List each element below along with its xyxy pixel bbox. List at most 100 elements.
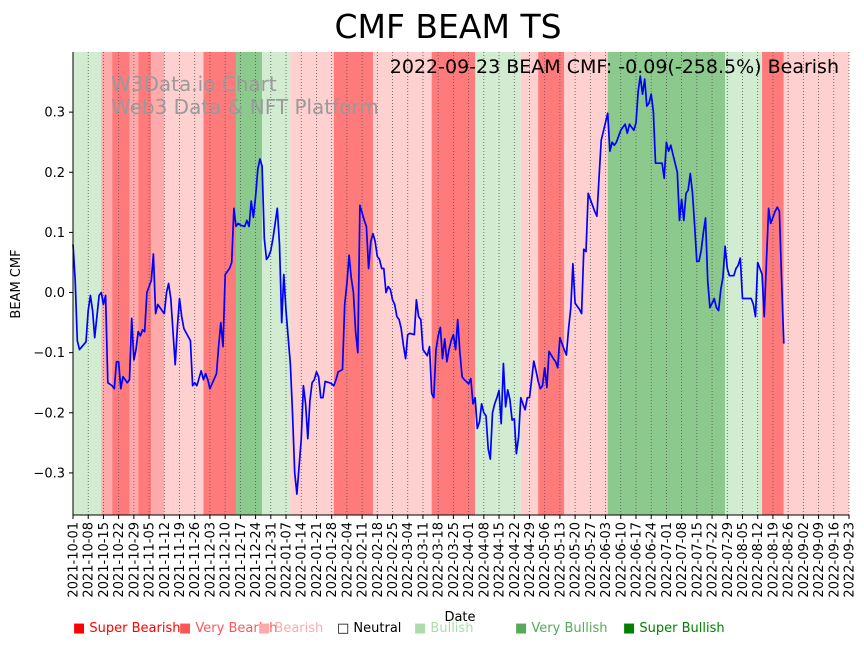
x-tick-label: 2022-06-17 <box>629 522 644 598</box>
x-tick-label: 2022-01-28 <box>325 522 340 598</box>
x-tick-label: 2021-10-08 <box>82 522 97 598</box>
legend-label: Super Bearish <box>89 621 181 636</box>
y-axis-label: BEAM CMF <box>9 249 24 318</box>
x-tick-label: 2022-06-24 <box>645 522 660 598</box>
y-tick-label: 0.2 <box>44 166 65 181</box>
x-tick-label: 2021-10-15 <box>97 522 112 598</box>
watermark-line-1: W3Data.io Chart <box>111 72 277 96</box>
x-tick-label: 2022-05-06 <box>538 522 553 598</box>
band-very_bearish <box>138 52 152 515</box>
x-tick-label: 2022-02-25 <box>386 522 401 598</box>
x-tick-label: 2022-08-05 <box>736 522 751 598</box>
legend-swatch-icon: ■ <box>258 621 275 636</box>
watermark: W3Data.io Chart Web3 Data & NFT Platform <box>111 72 379 119</box>
legend-label: Very Bearish <box>195 621 278 636</box>
x-tick-label: 2021-11-12 <box>158 522 173 598</box>
legend-item-bullish: ■ Bullish <box>414 621 473 636</box>
x-tick-label: 2022-04-15 <box>493 522 508 598</box>
y-tick-label: 0.1 <box>44 226 65 241</box>
y-tick-label: 0.0 <box>44 286 65 301</box>
x-tick-label: 2022-09-09 <box>812 522 827 598</box>
x-tick-label: 2022-06-10 <box>614 522 629 598</box>
x-tick-label: 2022-04-29 <box>523 522 538 598</box>
x-tick-label: 2021-12-10 <box>219 522 234 598</box>
line-series <box>72 75 785 495</box>
x-tick-label: 2022-05-27 <box>584 522 599 598</box>
x-tick-label: 2022-07-08 <box>675 522 690 598</box>
x-tick-label: 2022-01-14 <box>295 522 310 598</box>
legend-item-very-bullish: ■ Very Bullish <box>515 621 607 636</box>
band-very_bearish <box>333 52 373 515</box>
x-tick-label: 2021-11-05 <box>143 522 158 598</box>
x-tick-label: 2022-06-03 <box>599 522 614 598</box>
band-very_bullish <box>236 52 263 515</box>
band-light_bearish <box>290 52 334 515</box>
x-tick-label: 2021-12-17 <box>234 522 249 598</box>
band-very_bearish <box>203 52 237 515</box>
x-tick-label: 2022-05-20 <box>569 522 584 598</box>
x-tick-label: 2022-03-25 <box>447 522 462 598</box>
watermark-line-2: Web3 Data & NFT Platform <box>111 95 379 119</box>
x-tick-label: 2022-09-16 <box>827 522 842 598</box>
x-tick-label: 2021-12-03 <box>203 522 218 598</box>
x-tick-label: 2022-07-22 <box>706 522 721 598</box>
legend-item-super-bearish: ■ Super Bearish <box>73 621 181 636</box>
x-tick-label: 2022-08-19 <box>766 522 781 598</box>
legend-swatch-icon: □ <box>337 621 354 636</box>
x-ticks: 2021-10-01 2021-10-08 2021-10-15 2021-10-22… <box>67 515 858 598</box>
x-tick-label: 2022-04-22 <box>508 522 523 598</box>
band-bearish <box>101 52 113 515</box>
legend-label: Bearish <box>274 621 324 636</box>
x-tick-label: 2021-12-24 <box>249 522 264 598</box>
x-tick-label: 2022-08-12 <box>751 522 766 598</box>
x-tick-label: 2022-08-26 <box>782 522 797 598</box>
band-very_bearish <box>112 52 130 515</box>
legend-item-super-bullish: ■ Super Bullish <box>623 621 725 636</box>
band-bullish <box>73 52 102 515</box>
background-bands <box>73 52 849 515</box>
x-tick-label: 2022-01-07 <box>280 522 295 598</box>
band-bullish <box>475 52 497 515</box>
legend-swatch-icon: ■ <box>414 621 431 636</box>
x-tick-label: 2022-03-18 <box>432 522 447 598</box>
legend-item-very-bearish: ■ Very Bearish <box>179 621 277 636</box>
x-tick-label: 2022-01-21 <box>310 522 325 598</box>
status-annotation: 2022-09-23 BEAM CMF: -0.09(-258.5%) Bear… <box>390 56 839 78</box>
band-very_bearish <box>538 52 565 515</box>
x-tick-label: 2022-07-15 <box>690 522 705 598</box>
x-tick-label: 2022-02-18 <box>371 522 386 598</box>
x-tick-label: 2021-12-31 <box>264 522 279 598</box>
vertical-gridlines <box>72 52 850 515</box>
y-ticks: −0.3 −0.2 −0.1 0.0 0.1 0.2 0.3 <box>33 106 73 481</box>
band-light_bearish <box>164 52 204 515</box>
x-tick-label: 2022-09-23 <box>843 522 858 598</box>
chart-title: CMF BEAM TS <box>334 7 561 46</box>
legend-label: Bullish <box>430 621 474 636</box>
legend-label: Super Bullish <box>639 621 725 636</box>
legend-swatch-icon: ■ <box>515 621 532 636</box>
legend-label: Very Bullish <box>531 621 608 636</box>
x-tick-label: 2022-09-02 <box>797 522 812 598</box>
x-tick-label: 2022-02-04 <box>340 522 355 598</box>
legend-label: Neutral <box>353 621 402 636</box>
y-tick-label: −0.2 <box>33 406 65 421</box>
x-tick-label: 2022-04-01 <box>462 522 477 598</box>
band-light_bearish <box>564 52 608 515</box>
y-tick-label: −0.1 <box>33 346 65 361</box>
x-tick-label: 2022-04-08 <box>477 522 492 598</box>
band-bullish <box>725 52 763 515</box>
x-tick-label: 2022-07-01 <box>660 522 675 598</box>
x-tick-label: 2022-03-04 <box>401 522 416 598</box>
x-tick-label: 2021-10-01 <box>67 522 82 598</box>
y-tick-label: 0.3 <box>44 106 65 121</box>
x-tick-label: 2022-05-13 <box>553 522 568 598</box>
x-tick-label: 2022-07-29 <box>721 522 736 598</box>
x-tick-label: 2022-02-11 <box>356 522 371 598</box>
x-tick-label: 2021-10-22 <box>112 522 127 598</box>
legend-swatch-icon: ■ <box>179 621 196 636</box>
legend-item-bearish: ■ Bearish <box>258 621 323 636</box>
legend-swatch-icon: ■ <box>73 621 90 636</box>
x-tick-label: 2021-11-26 <box>188 522 203 598</box>
band-light_bearish <box>783 52 849 515</box>
